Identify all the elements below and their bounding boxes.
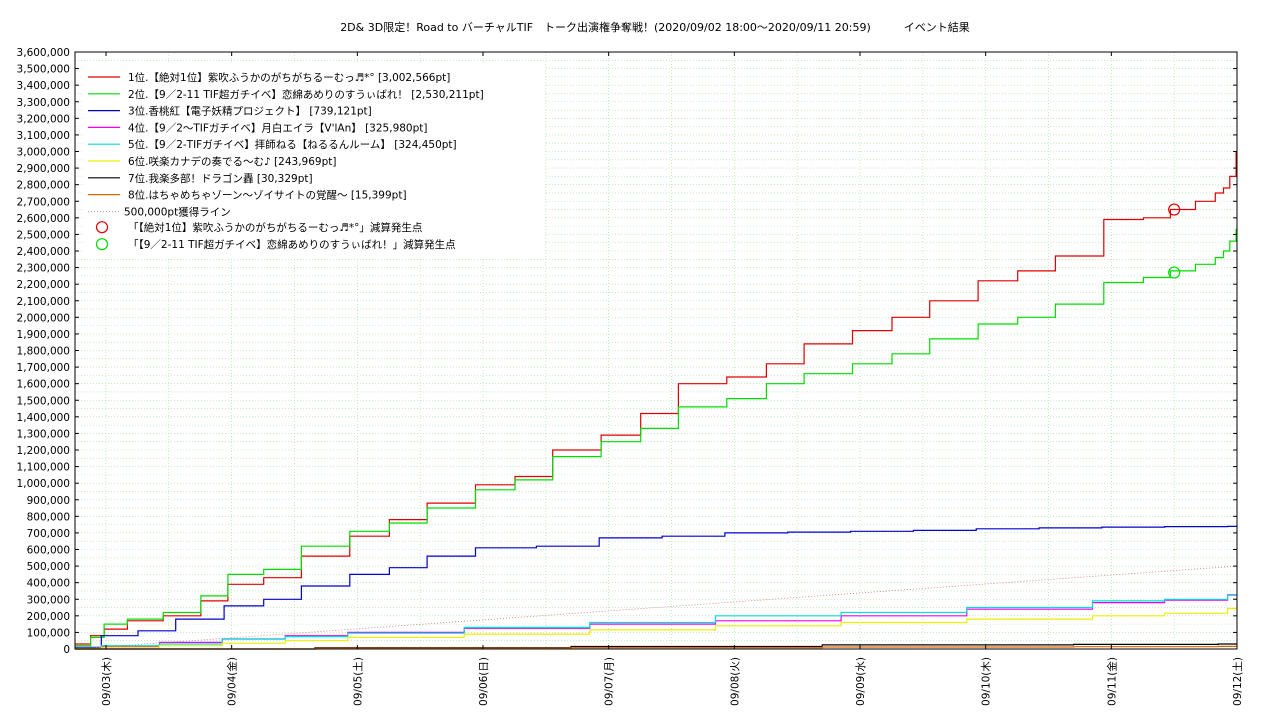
x-tick-label: 09/07(月)	[604, 657, 616, 706]
y-tick-label: 2,500,000	[17, 229, 70, 241]
y-tick-label: 2,000,000	[17, 312, 70, 324]
legend-label: 「【絶対1位】紫吹ふうかのがちがちるーむっ♬*°」減算発生点	[128, 221, 422, 234]
legend-label: 5位.【9／2-TIFガチイベ】拝師ねる【ねるるんルーム】 [324,450pt…	[128, 138, 457, 151]
legend-label: 3位.香桃紅【電子妖精プロジェクト】 [739,121pt]	[128, 105, 372, 118]
y-tick-label: 500,000	[27, 561, 70, 573]
legend: 1位.【絶対1位】紫吹ふうかのがちがちるーむっ♬*° [3,002,566pt]…	[82, 62, 544, 259]
x-tick-label: 09/06(日)	[478, 657, 490, 706]
y-tick-label: 800,000	[27, 511, 70, 523]
x-axis: 09/03(木) 09/04(金) 09/05(土) 09/06(日) 09/07(月)…	[101, 52, 1244, 706]
y-tick-label: 1,800,000	[17, 346, 70, 358]
x-tick-label: 09/10(木)	[981, 657, 993, 706]
y-tick-label: 600,000	[27, 545, 70, 557]
y-tick-label: 400,000	[27, 578, 70, 590]
legend-marker	[95, 238, 109, 251]
y-tick-label: 3,200,000	[17, 113, 70, 125]
y-tick-label: 3,400,000	[17, 80, 70, 92]
y-tick-label: 0	[63, 644, 70, 656]
y-tick-label: 1,900,000	[17, 329, 70, 341]
series-line	[75, 594, 1237, 649]
y-tick-label: 3,000,000	[17, 147, 70, 159]
y-tick-label: 100,000	[27, 627, 70, 639]
legend-label: 1位.【絶対1位】紫吹ふうかのがちがちるーむっ♬*° [3,002,566pt]	[128, 71, 450, 84]
legend-label: 500,000pt獲得ライン	[124, 205, 231, 218]
y-tick-label: 300,000	[27, 594, 70, 606]
x-tick-label: 09/03(木)	[101, 657, 113, 706]
y-tick-label: 3,500,000	[17, 64, 70, 76]
y-tick-label: 3,600,000	[17, 47, 70, 59]
y-tick-label: 2,600,000	[17, 213, 70, 225]
legend-label: 7位.我楽多部！ドラゴン轟 [30,329pt]	[128, 172, 313, 185]
series-line	[74, 565, 1238, 650]
x-tick-label: 09/11(金)	[1105, 657, 1118, 706]
y-tick-label: 1,100,000	[17, 462, 70, 474]
y-tick-label: 1,700,000	[17, 362, 70, 374]
legend-marker	[95, 221, 109, 234]
y-tick-label: 900,000	[27, 495, 70, 507]
legend-label: 8位.はちゃめちゃゾーン〜ゾイサイトの覚醒〜 [15,399pt]	[128, 189, 407, 202]
y-tick-label: 2,200,000	[17, 279, 70, 291]
y-tick-label: 3,300,000	[17, 97, 70, 109]
y-tick-label: 1,000,000	[17, 478, 70, 490]
marker-point	[1168, 266, 1181, 279]
series-line	[75, 594, 1237, 649]
y-tick-label: 700,000	[27, 528, 70, 540]
y-axis: 0 100,000 200,000 300,000 400,000 500,000 600,…	[17, 47, 1237, 656]
series-group	[74, 150, 1238, 650]
marker-point	[1168, 203, 1181, 216]
y-tick-label: 1,200,000	[17, 445, 70, 457]
series-line	[75, 228, 1237, 647]
y-tick-label: 2,300,000	[17, 263, 70, 275]
legend-background	[82, 62, 544, 259]
y-tick-label: 2,400,000	[17, 246, 70, 258]
y-tick-label: 1,500,000	[17, 395, 70, 407]
y-tick-label: 1,300,000	[17, 428, 70, 440]
series-line	[75, 525, 1237, 648]
chart-title: 2D& 3D限定！Road to バーチャルTIF トーク出演権争奪戦！(202…	[340, 20, 970, 34]
legend-label: 6位.咲楽カナデの奏でる〜む♪ [243,969pt]	[128, 155, 336, 168]
y-tick-label: 1,600,000	[17, 379, 70, 391]
legend-label: 2位.【9／2-11 TIF超ガチイベ】恋綿あめりのすうぃばれ！ [2,530,…	[128, 88, 484, 101]
x-tick-label: 09/05(土)	[351, 657, 364, 706]
y-tick-label: 2,100,000	[17, 296, 70, 308]
legend-label: 4位.【9／2〜TIFガチイベ】月白エイラ【V'lAn】 [325,980pt]	[128, 121, 428, 134]
x-tick-label: 09/04(金)	[226, 657, 239, 706]
y-tick-label: 2,900,000	[17, 163, 70, 175]
x-tick-label: 09/09(水)	[855, 657, 867, 706]
series-line	[75, 607, 1237, 650]
y-tick-label: 2,800,000	[17, 180, 70, 192]
legend-label: 「【9／2-11 TIF超ガチイベ】恋綿あめりのすうぃばれ！」減算発生点	[128, 238, 456, 251]
series-line	[75, 645, 1237, 650]
x-tick-label: 09/12(土)	[1231, 657, 1244, 706]
y-tick-label: 3,100,000	[17, 130, 70, 142]
x-tick-label: 09/08(火)	[729, 657, 741, 706]
y-tick-label: 1,400,000	[17, 412, 70, 424]
y-tick-label: 2,700,000	[17, 196, 70, 208]
y-tick-label: 200,000	[27, 611, 70, 623]
